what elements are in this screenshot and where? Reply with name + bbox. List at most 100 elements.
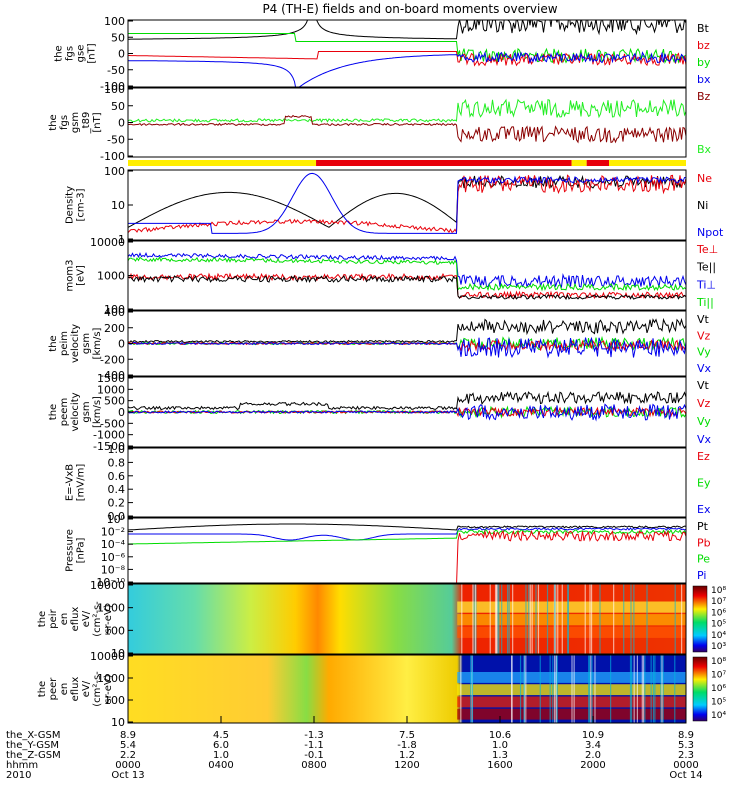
panel-density-plot-area [128, 172, 686, 235]
ion_spec-streak [472, 584, 474, 654]
ele_spec-streak [556, 655, 558, 723]
panel-ve-ylabel-line: peem [59, 398, 70, 426]
orbit-row-label: the_X-GSM [6, 730, 60, 741]
panel-ion_spec-ylabel-line: sr-eV) [103, 604, 114, 633]
panel-ion_spec-ylabel-line: en [59, 613, 70, 626]
ion_spec-streak [623, 584, 625, 654]
panel-fgs-ylabel-line: gse [76, 45, 87, 63]
panel-ion_spec-ytick: 100 [104, 624, 125, 637]
panel-ele_spec-plot-area [128, 655, 686, 723]
ion_spec-colorbar-label: 10⁷ [711, 597, 726, 607]
ion_spec-streak [561, 584, 563, 654]
orbit-value: 0000 [673, 760, 698, 771]
panel-ve-ytick: 0 [118, 406, 125, 419]
panel-pressure-ytick: 10⁻¹⁰ [96, 576, 125, 589]
legend-fgs-bx: bx [697, 73, 711, 86]
mode-bar-segment [571, 160, 587, 166]
vx-e-series [128, 403, 686, 422]
ele_spec-streak [525, 655, 527, 723]
vx-i-series [128, 336, 686, 359]
ele_spec-colorbar-label: 10⁵ [711, 698, 726, 708]
legend-pressure-Pi: Pi [697, 569, 706, 582]
legend-efield-Ey: Ey [697, 477, 711, 490]
pt-series [128, 523, 686, 531]
panel-fgs_gsm-ytick: -100 [100, 150, 125, 163]
panel-ele_spec-ytick: 1000 [97, 672, 125, 685]
panel-ve-ylabel-line: the [48, 404, 59, 420]
ion_spec-streak [506, 584, 509, 654]
ele_spec-streak [674, 655, 676, 723]
panel-density-ylabel: Density [cm-3] [65, 186, 87, 224]
panel-temperature: 10000 1000 100 mom3 [eV] Te⊥ Te|| Ti⊥ Ti|| [65, 236, 719, 316]
legend-efield-Ez: Ez [697, 450, 710, 463]
legend-temperature-Te||: Te|| [696, 261, 716, 274]
ele_spec-streak [629, 655, 632, 723]
bx-series [128, 50, 686, 87]
te-par-series [128, 274, 686, 301]
panel-fgs: 100 50 0 -50 -100 the fgs gse [nT] Bt bz by bx [54, 15, 711, 93]
panel-efield-ytick: 0.8 [108, 456, 126, 469]
panel-vi-ytick: 0 [118, 338, 125, 351]
panel-ion_spec-ytick: 10 [111, 647, 125, 660]
panel-vi: 400 200 0 -200 -400 the peim velocity gsm [km/s] V… [48, 306, 712, 382]
ion_spec-colorbar-scale [692, 585, 708, 653]
panel-fgs_gsm-ylabel-line: the [48, 114, 59, 130]
bz-gsm-series [128, 114, 686, 144]
panel-pressure-ytick: 10⁻² [101, 526, 125, 539]
ion_spec-streak [529, 584, 531, 654]
panel-efield-ytick: 0.2 [108, 497, 126, 510]
legend-vi-Vz: Vz [697, 329, 711, 342]
ele_spec-streak [471, 655, 474, 723]
ion_spec-streak [589, 584, 591, 654]
ion_spec-streak [537, 584, 540, 654]
vt-i-series [128, 317, 686, 344]
ion_spec-streak [535, 584, 537, 654]
ele_spec-streak [510, 655, 513, 723]
ele_spec-colorbar: 10⁸ 10⁷ 10⁶ 10⁵ 10⁴ [692, 656, 726, 722]
ion_spec-streak [555, 584, 557, 654]
mode-bar-segment [316, 160, 572, 166]
panel-fgs-plot-area [128, 20, 686, 87]
ele_spec-streak [573, 655, 575, 723]
legend-fgs_gsm-Bz: Bz [697, 90, 711, 103]
orbit-value: 1.0 [492, 740, 508, 751]
ion_spec-streak [674, 584, 676, 654]
ion_spec-streak [546, 584, 549, 654]
ion_spec-streak [557, 584, 559, 654]
orbit-value: 5.4 [120, 740, 136, 751]
legend-temperature-Ti||: Ti|| [696, 296, 714, 309]
panel-ion_spec-plot-area [128, 584, 686, 654]
panel-pressure-ytick: 10⁻⁴ [101, 538, 126, 551]
orbit-value: 8.9 [120, 730, 136, 741]
panel-efield-ylabel-line: [mV/m] [76, 464, 87, 502]
panel-ele_spec-ytick: 10 [111, 716, 125, 729]
panel-ele_spec-ytick: 10000 [90, 650, 125, 663]
panel-vi-ylabel-line: peim [59, 331, 70, 356]
panel-fgs-ylabel-line: fgs [65, 46, 76, 61]
orbit-value: Oct 13 [111, 770, 144, 781]
panel-ve-ylabel-line: [km/s] [92, 396, 103, 428]
panel-fgs_gsm-ytick: 50 [111, 100, 125, 113]
ti-par-series [128, 256, 686, 292]
panel-temperature-ytick: 10000 [90, 236, 125, 249]
panel-vi-ytick: 200 [104, 322, 125, 335]
vz-e-series [128, 406, 686, 418]
legend-ve-Vx: Vx [697, 433, 712, 446]
panel-efield-ylabel: E=-VxB [mV/m] [65, 464, 87, 502]
panel-density-ytick: 1 [118, 233, 125, 246]
legend-ve-Vt: Vt [697, 379, 710, 392]
orbit-value: 1600 [487, 760, 512, 771]
orbit-row-label: hhmm [6, 760, 38, 771]
orbit-value: 2.3 [678, 750, 694, 761]
ion_spec-band [457, 626, 686, 638]
orbit-value: 1.2 [399, 750, 415, 761]
ele_spec-streak [588, 655, 590, 723]
te-perp-series [128, 272, 686, 300]
panel-ele_spec-ytick: 100 [104, 694, 125, 707]
panel-vi-ylabel-line: velocity [70, 324, 81, 363]
orbit-value: 1200 [394, 760, 419, 771]
orbit-row-label: the_Y-GSM [6, 740, 59, 751]
panel-vi-ytick: -400 [100, 369, 125, 382]
panel-fgs_gsm-plot-area [128, 98, 686, 144]
